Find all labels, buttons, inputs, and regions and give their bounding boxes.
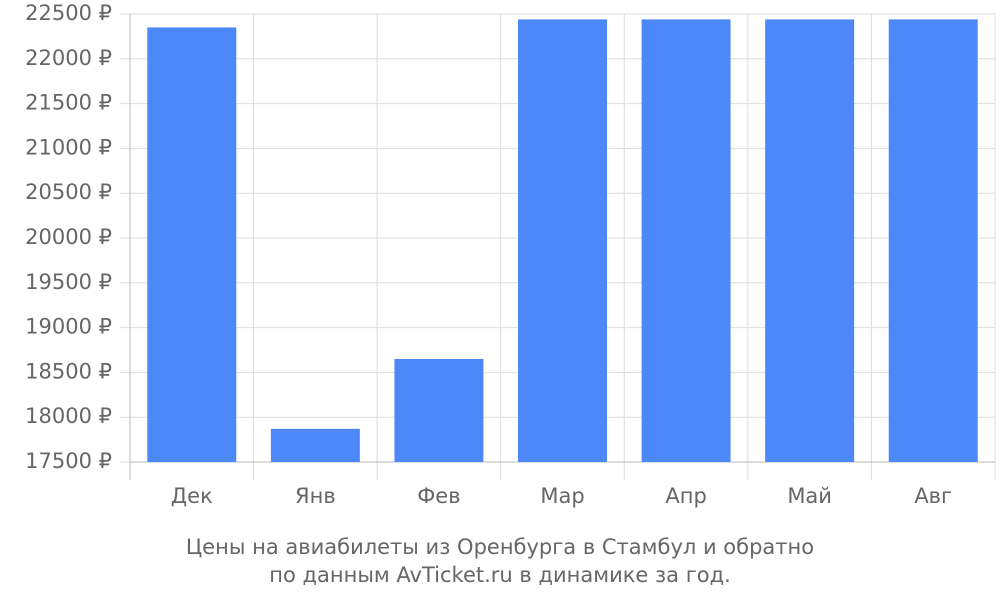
x-tick-label: Дек bbox=[171, 484, 213, 508]
y-tick-label: 21000 ₽ bbox=[25, 135, 112, 159]
y-tick-label: 19500 ₽ bbox=[25, 270, 112, 294]
y-tick-label: 18000 ₽ bbox=[25, 404, 112, 428]
x-tick-label: Авг bbox=[914, 484, 952, 508]
x-tick-label: Фев bbox=[417, 484, 460, 508]
y-tick-label: 21500 ₽ bbox=[25, 91, 112, 115]
x-tick-label: Янв bbox=[295, 484, 336, 508]
y-tick-label: 19000 ₽ bbox=[25, 315, 112, 339]
bar bbox=[147, 27, 237, 462]
x-tick-label: Мар bbox=[540, 484, 584, 508]
bar bbox=[518, 19, 607, 462]
y-tick-label: 22000 ₽ bbox=[25, 46, 112, 70]
y-tick-label: 20500 ₽ bbox=[25, 180, 112, 204]
caption: Цены на авиабилеты из Оренбурга в Стамбу… bbox=[186, 535, 814, 559]
y-tick-label: 20000 ₽ bbox=[25, 225, 112, 249]
bar bbox=[888, 19, 978, 462]
x-tick-label: Май bbox=[787, 484, 832, 508]
caption: по данным AvTicket.ru в динамике за год. bbox=[269, 563, 731, 587]
y-tick-label: 22500 ₽ bbox=[25, 1, 112, 25]
bar bbox=[394, 358, 484, 462]
bar bbox=[270, 428, 360, 462]
y-tick-label: 17500 ₽ bbox=[25, 449, 112, 473]
y-tick-label: 18500 ₽ bbox=[25, 359, 112, 383]
bar bbox=[641, 19, 731, 462]
x-tick-label: Апр bbox=[665, 484, 706, 508]
bar bbox=[765, 19, 855, 462]
